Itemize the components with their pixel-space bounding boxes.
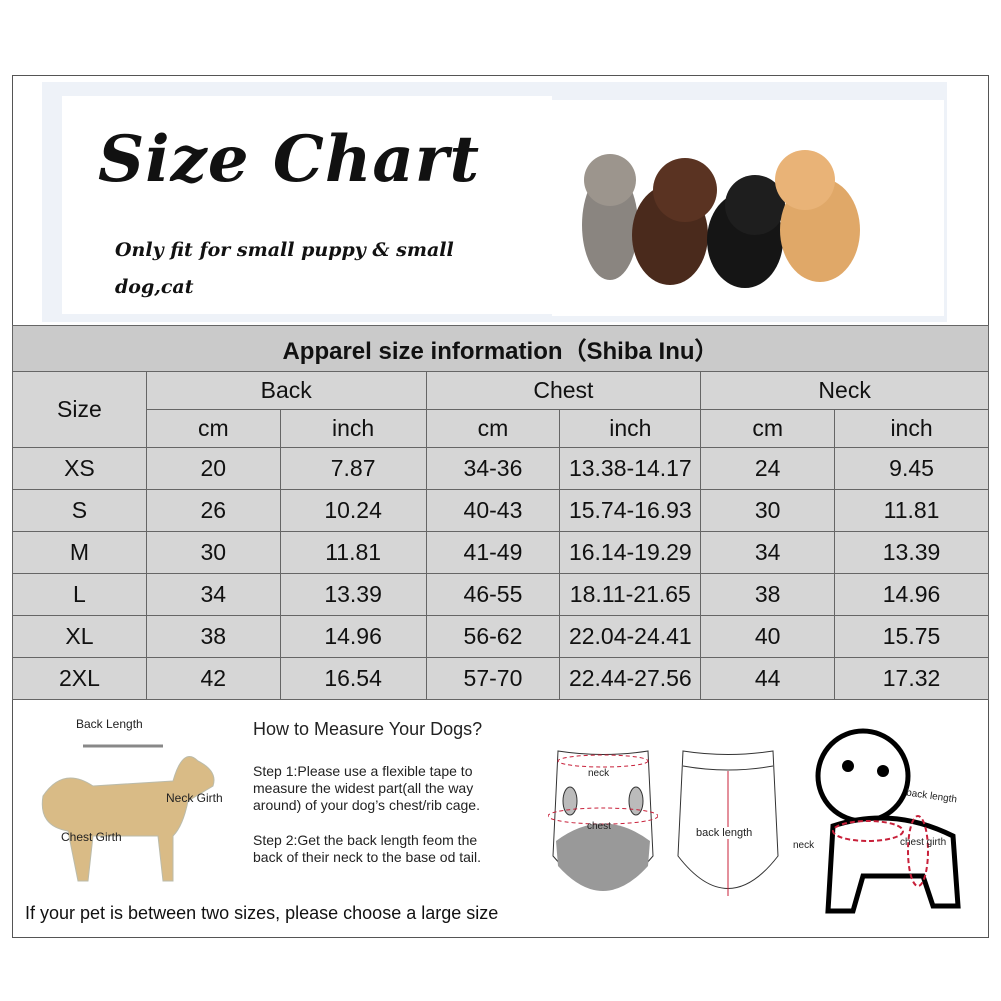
value-cell: 7.87: [279, 447, 427, 490]
garment-back-diagram: [677, 750, 779, 896]
table-title: Apparel size information（Shiba Inu）: [12, 325, 989, 372]
size-cell: XL: [12, 615, 147, 658]
size-cell: S: [12, 489, 147, 532]
value-cell: 14.96: [834, 573, 989, 616]
size-cell: XS: [12, 447, 147, 490]
table-row: L 34 13.39 46-55 18.11-21.65 38 14.96: [12, 573, 989, 616]
size-cell: 2XL: [12, 657, 147, 700]
size-cell: M: [12, 531, 147, 574]
table-row: XS 20 7.87 34-36 13.38-14.17 24 9.45: [12, 447, 989, 490]
value-cell: 17.32: [834, 657, 989, 700]
chest-header: Chest: [425, 371, 702, 410]
value-cell: 34: [145, 573, 281, 616]
neck-girth-label: Neck Girth: [166, 791, 223, 805]
value-cell: 30: [700, 489, 836, 532]
chest-girth-label: Chest Girth: [61, 830, 122, 844]
unit-header: cm: [425, 409, 561, 448]
value-cell: 42: [145, 657, 281, 700]
value-cell: 22.44-27.56: [559, 657, 702, 700]
garment-back-length-label: back length: [696, 827, 753, 839]
size-cell: L: [12, 573, 147, 616]
table-row: S 26 10.24 40-43 15.74-16.93 30 11.81: [12, 489, 989, 532]
unit-header: cm: [700, 409, 836, 448]
puppy-chest-girth-label: chest girth: [900, 837, 947, 848]
value-cell: 15.75: [834, 615, 989, 658]
back-length-label: Back Length: [76, 717, 143, 731]
neck-header: Neck: [700, 371, 989, 410]
value-cell: 14.96: [279, 615, 427, 658]
pets-photo: [582, 150, 860, 288]
unit-header: inch: [834, 409, 989, 448]
value-cell: 40-43: [425, 489, 561, 532]
step-2: Step 2:Get the back length feom the back…: [253, 832, 482, 865]
value-cell: 13.39: [279, 573, 427, 616]
value-cell: 41-49: [425, 531, 561, 574]
value-cell: 22.04-24.41: [559, 615, 702, 658]
back-header: Back: [145, 371, 427, 410]
value-cell: 15.74-16.93: [559, 489, 702, 532]
table-row: XL 38 14.96 56-62 22.04-24.41 40 15.75: [12, 615, 989, 658]
value-cell: 34: [700, 531, 836, 574]
value-cell: 38: [700, 573, 836, 616]
value-cell: 56-62: [425, 615, 561, 658]
table-row: M 30 11.81 41-49 16.14-19.29 34 13.39: [12, 531, 989, 574]
value-cell: 13.39: [834, 531, 989, 574]
value-cell: 9.45: [834, 447, 989, 490]
dog-illustration: [41, 744, 215, 882]
unit-header: inch: [279, 409, 427, 448]
measure-section: Back Length Neck Girth Chest Girth How t…: [13, 701, 988, 937]
garment-neck-label: neck: [588, 768, 610, 779]
measure-heading: How to Measure Your Dogs?: [253, 719, 483, 739]
value-cell: 40: [700, 615, 836, 658]
value-cell: 57-70: [425, 657, 561, 700]
table-row: 2XL 42 16.54 57-70 22.44-27.56 44 17.32: [12, 657, 989, 700]
value-cell: 11.81: [279, 531, 427, 574]
value-cell: 26: [145, 489, 281, 532]
value-cell: 11.81: [834, 489, 989, 532]
value-cell: 34-36: [425, 447, 561, 490]
garment-chest-label: chest: [587, 821, 611, 832]
value-cell: 30: [145, 531, 281, 574]
subtitle: Only fit for small puppy & small dog,cat: [115, 239, 454, 298]
value-cell: 13.38-14.17: [559, 447, 702, 490]
value-cell: 46-55: [425, 573, 561, 616]
value-cell: 16.14-19.29: [559, 531, 702, 574]
value-cell: 16.54: [279, 657, 427, 700]
page-title: Size Chart: [98, 122, 481, 197]
unit-header: inch: [559, 409, 702, 448]
unit-header: cm: [145, 409, 281, 448]
value-cell: 44: [700, 657, 836, 700]
garment-front-diagram: [548, 750, 658, 891]
banner-text-area: [62, 96, 552, 314]
value-cell: 18.11-21.65: [559, 573, 702, 616]
step-1: Step 1:Please use a flexible tape to mea…: [253, 763, 480, 813]
value-cell: 24: [700, 447, 836, 490]
value-cell: 10.24: [279, 489, 427, 532]
size-header: Size: [12, 371, 147, 448]
value-cell: 38: [145, 615, 281, 658]
puppy-diagram: [815, 728, 961, 914]
value-cell: 20: [145, 447, 281, 490]
size-table: Apparel size information（Shiba Inu） Size…: [12, 325, 989, 700]
size-note: If your pet is between two sizes, please…: [25, 903, 499, 923]
puppy-neck-label: neck: [793, 840, 815, 851]
